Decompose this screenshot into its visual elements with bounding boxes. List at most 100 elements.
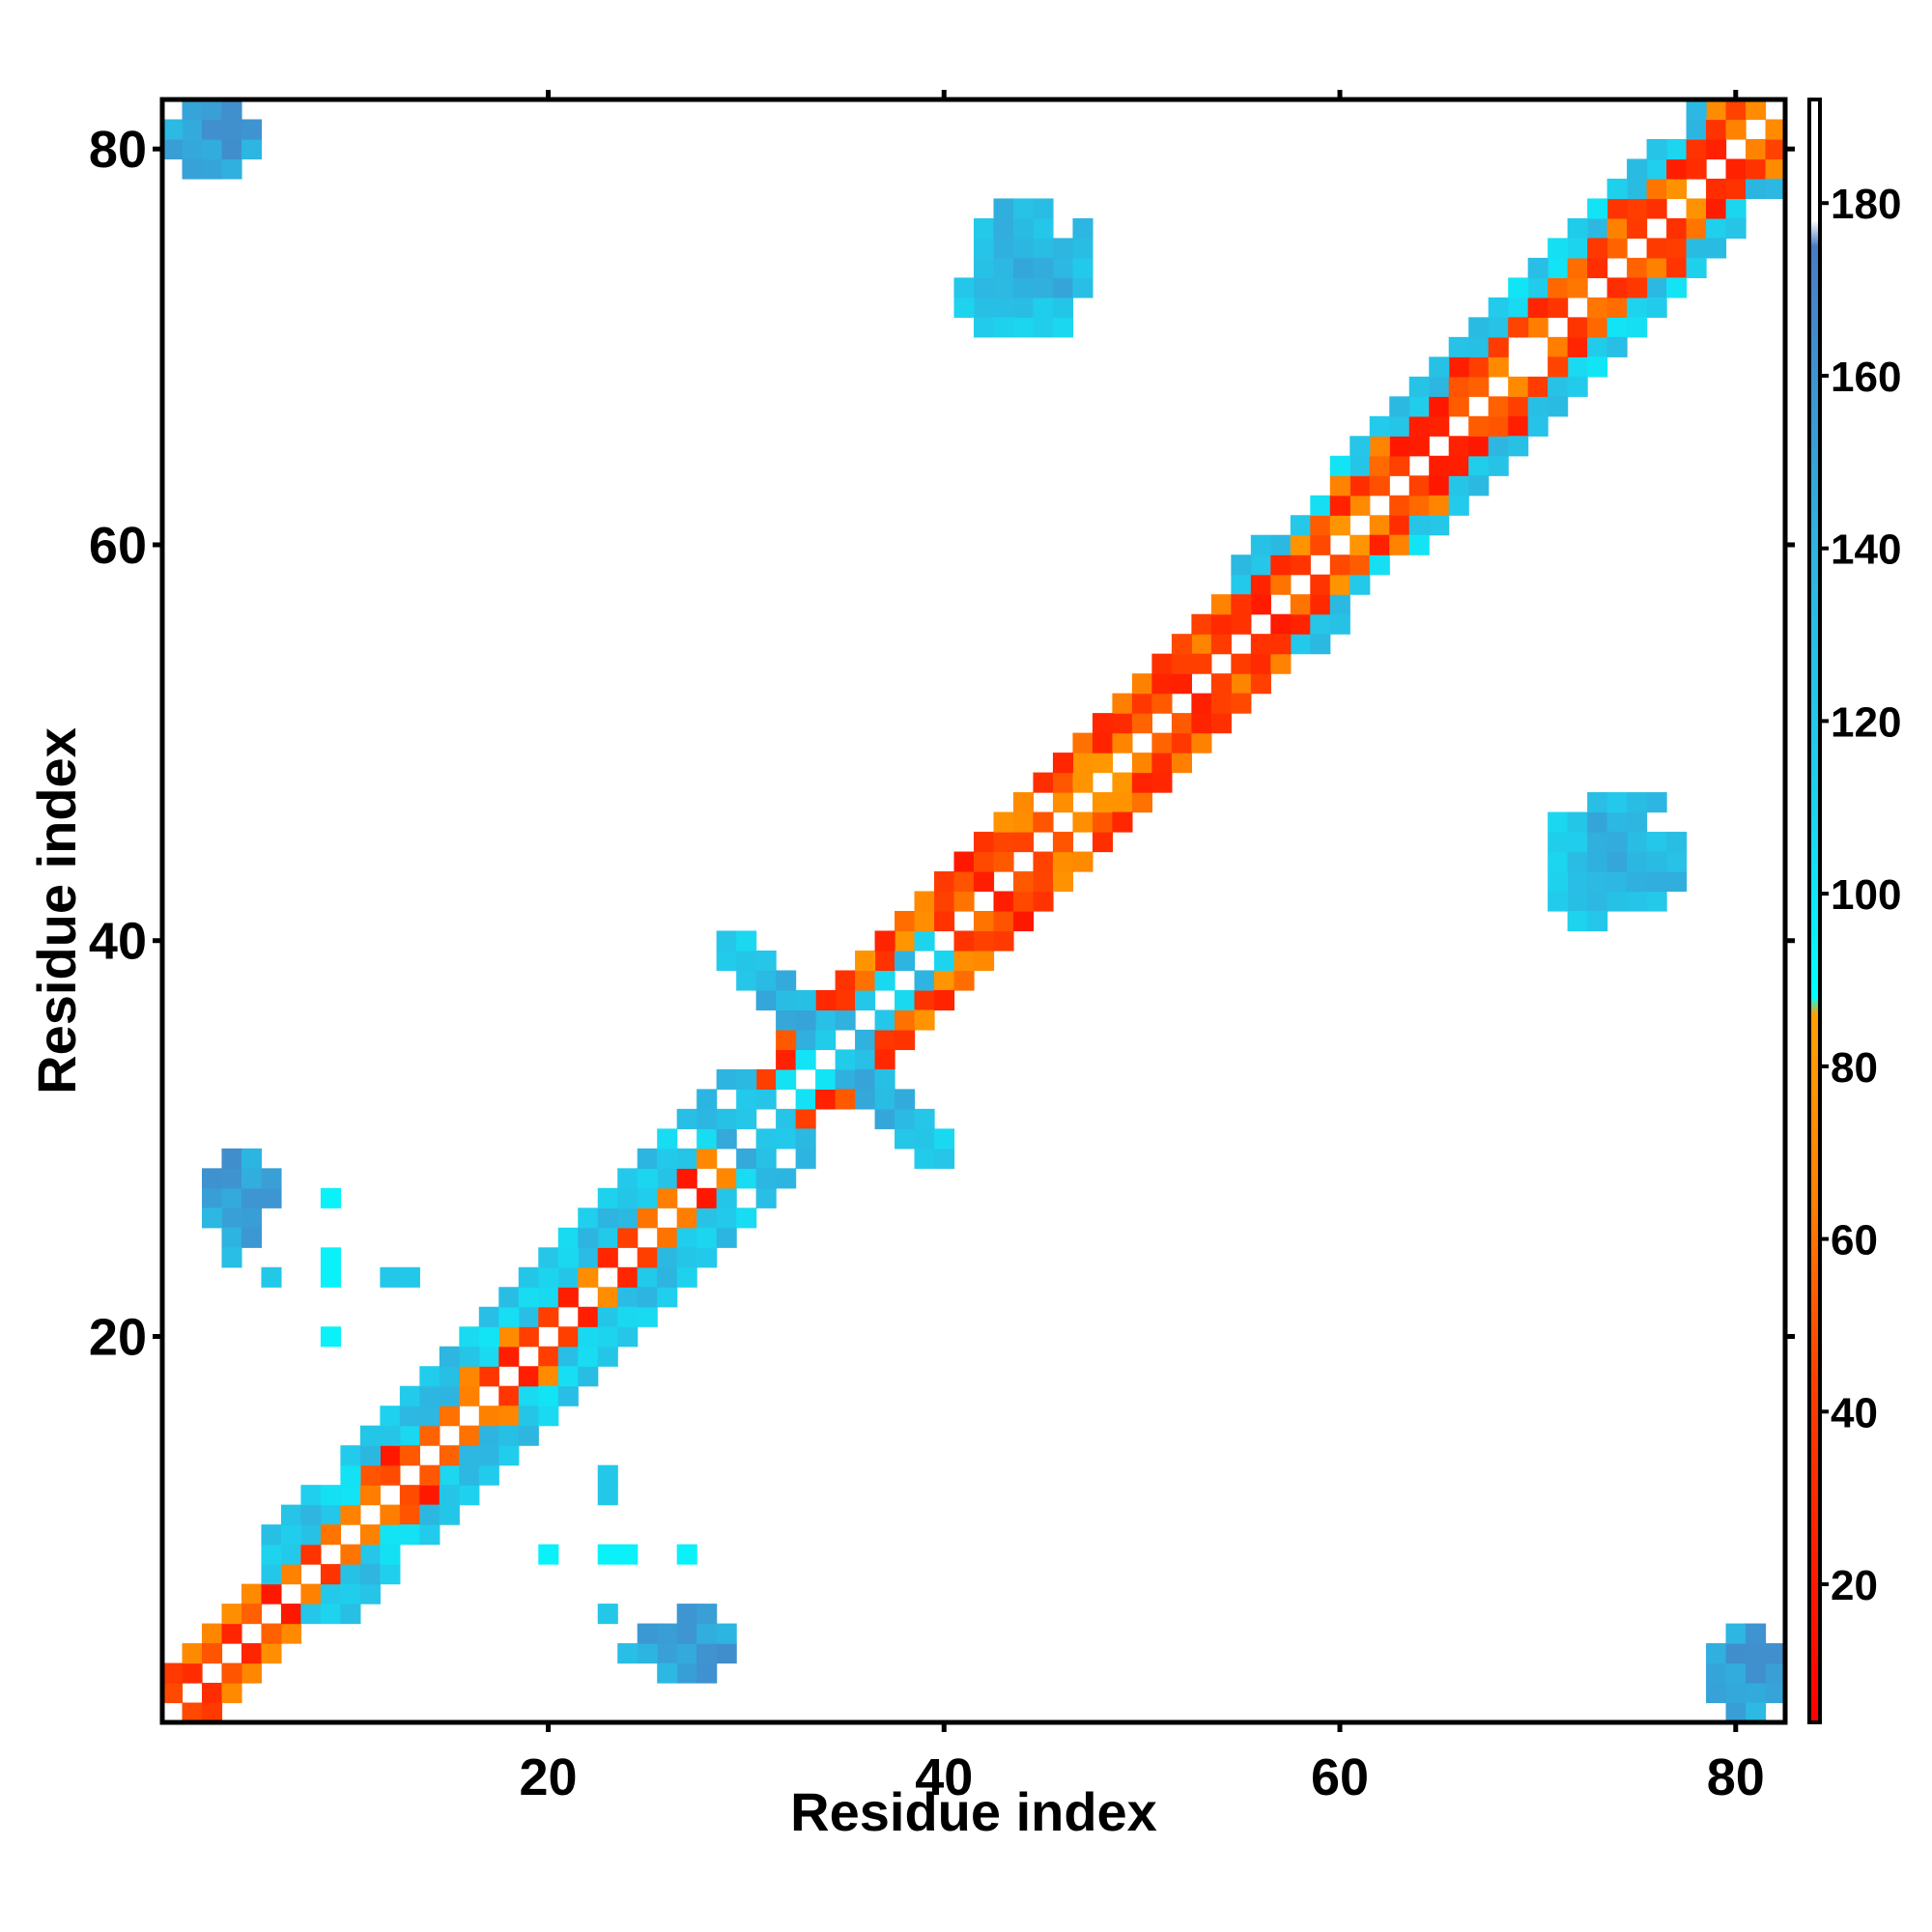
heatmap-cell [221,158,242,180]
heatmap-cell [637,1148,658,1169]
heatmap-cell [300,1524,322,1546]
heatmap-cell [221,1662,242,1684]
heatmap-cell [1587,851,1608,872]
heatmap-cell [1290,594,1311,615]
heatmap-cell [736,1089,757,1110]
x-axis-title: Residue index [790,1781,1157,1842]
heatmap-cell [538,1385,559,1406]
heatmap-cell [1448,336,1469,357]
heatmap-cell [1606,217,1628,240]
heatmap-cell [1527,415,1548,437]
heatmap-cell [1012,792,1035,813]
heatmap-cell [1171,653,1192,674]
heatmap-cell [478,1406,499,1427]
heatmap-cell [1429,475,1450,497]
heatmap-cell [676,1108,697,1129]
heatmap-cell [1746,1643,1767,1664]
heatmap-cell [1587,871,1608,893]
heatmap-cell [1606,851,1628,872]
heatmap-cell [895,1128,916,1150]
heatmap-cell [1033,238,1054,259]
heatmap-cell [835,1068,856,1090]
heatmap-cell [1548,832,1569,853]
heatmap-cell [241,1662,263,1684]
heatmap-cell [518,1326,539,1348]
heatmap-cell [261,1623,282,1644]
colorbar-tick-label: 180 [1831,181,1901,228]
heatmap-cell [716,1168,737,1189]
y-tick-label: 60 [89,517,147,575]
heatmap-cell [1587,336,1608,357]
heatmap-cell [1567,217,1588,240]
heatmap-cell [478,1366,499,1387]
heatmap-cell [855,989,876,1011]
heatmap-cell [1270,534,1292,555]
heatmap-cell [399,1425,420,1446]
heatmap-cell [221,1604,242,1625]
heatmap-cell [478,1445,499,1466]
heatmap-cell [953,970,975,991]
heatmap-cell [1527,297,1548,318]
heatmap-cell [597,1247,618,1268]
heatmap-cell [1627,317,1648,338]
heatmap-cell [1369,554,1390,576]
heatmap-cell [1250,554,1271,576]
heatmap-cell [380,1445,401,1466]
heatmap-cell [1210,693,1232,714]
heatmap-cell [1270,653,1292,674]
heatmap-cell [459,1464,480,1486]
heatmap-cell [518,1425,539,1446]
heatmap-cell [974,911,995,932]
heatmap-cell [1686,198,1707,219]
heatmap-cell [1329,594,1350,615]
heatmap-cell [221,99,242,121]
heatmap-cell [657,1128,678,1150]
heatmap-cell [380,1425,401,1446]
heatmap-cell [657,1247,678,1268]
heatmap-cell [716,1068,737,1090]
heatmap-cell [974,217,995,240]
heatmap-cell [459,1425,480,1446]
heatmap-cell [1746,1683,1767,1704]
heatmap-cell [617,1326,639,1348]
heatmap-cell [676,1227,697,1248]
heatmap-cell [557,1287,579,1308]
heatmap-cell [1290,515,1311,536]
heatmap-cell [676,1148,697,1169]
heatmap-cell [716,1623,737,1644]
heatmap-cell [874,1029,895,1051]
heatmap-cell [776,1009,797,1031]
heatmap-cell [538,1247,559,1268]
heatmap-cell [874,1068,895,1090]
heatmap-cell [1052,792,1074,813]
heatmap-cell [241,1604,263,1625]
heatmap-cell [320,1266,341,1288]
heatmap-cell [815,1029,837,1051]
heatmap-cell [1606,178,1628,200]
heatmap-cell [1706,1683,1727,1704]
heatmap-cell [696,1208,718,1229]
heatmap-cell [795,1148,816,1169]
heatmap-cell [399,1266,420,1288]
heatmap-cell [736,1108,757,1129]
heatmap-cell [1072,217,1094,240]
heatmap-cell [1429,455,1450,476]
heatmap-cell [1508,396,1529,417]
heatmap-cell [300,1604,322,1625]
heatmap-cell [934,989,955,1011]
heatmap-cell [637,1306,658,1327]
heatmap-cell [241,1208,263,1229]
heatmap-cell [162,119,184,140]
x-tick-label: 40 [915,1748,973,1806]
heatmap-cell [241,1227,263,1248]
heatmap-cell [953,871,975,893]
heatmap-cell [736,950,757,972]
heatmap-cell [1191,653,1212,674]
heatmap-cell [696,1128,718,1150]
heatmap-cell [1290,634,1311,655]
heatmap-cell [1567,356,1588,378]
heatmap-cell [1587,356,1608,378]
heatmap-cell [736,970,757,991]
heatmap-cell [478,1326,499,1348]
heatmap-cell [1666,238,1688,259]
